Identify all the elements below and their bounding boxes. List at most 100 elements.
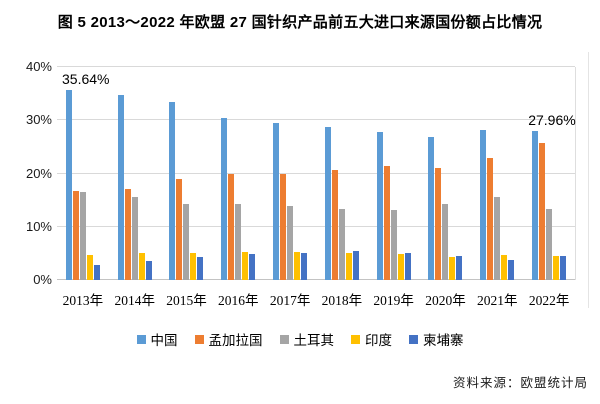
plot-area: 35.64% 27.96%: [57, 66, 576, 280]
legend-swatch-icon: [409, 334, 418, 344]
y-tick-label: 0%: [33, 272, 52, 287]
bar-孟加拉国-2017年: [280, 173, 287, 280]
legend-item-柬埔寨: 柬埔寨: [409, 329, 464, 349]
bar-cluster-2017年: [264, 67, 316, 280]
bar-孟加拉国-2020年: [435, 167, 442, 280]
source-note: 资料来源：欧盟统计局: [452, 376, 588, 390]
gridline-20%: [57, 172, 575, 174]
page-edge-line: [588, 52, 589, 308]
gridlines: [57, 66, 575, 280]
legend-item-印度: 印度: [351, 329, 392, 349]
bar-孟加拉国-2013年: [72, 191, 79, 280]
bar-中国-2021年: [480, 129, 487, 280]
y-tick-label: 10%: [25, 218, 52, 234]
legend-item-中国: 中国: [136, 329, 178, 349]
bar-土耳其-2017年: [287, 205, 294, 280]
bar-印度-2013年: [86, 254, 93, 280]
bar-印度-2014年: [138, 252, 145, 280]
bar-孟加拉国-2022年: [539, 142, 546, 280]
bar-土耳其-2019年: [390, 210, 397, 280]
bar-印度-2020年: [449, 256, 456, 280]
bar-土耳其-2014年: [131, 197, 138, 280]
bar-土耳其-2015年: [183, 204, 190, 280]
bar-土耳其-2013年: [79, 192, 86, 280]
figure-title: 图 5 2013～2022 年欧盟 27 国针织产品前五大进口来源国份额占比情况: [57, 14, 543, 31]
y-axis-labels: 0% 10% 20% 30% 40%: [0, 59, 52, 287]
bar-中国-2016年: [221, 118, 228, 280]
gridline-0%: [57, 279, 575, 280]
bar-中国-2015年: [169, 102, 176, 280]
legend-swatch-icon: [279, 334, 289, 344]
legend-label: 柬埔寨: [423, 333, 464, 348]
x-tick-label: 2015年: [166, 293, 207, 308]
bar-柬埔寨-2013年: [93, 264, 100, 280]
bar-孟加拉国-2018年: [331, 169, 338, 280]
bar-土耳其-2022年: [546, 209, 553, 280]
bar-柬埔寨-2022年: [560, 255, 567, 280]
bar-cluster-2018年: [316, 67, 368, 280]
bar-柬埔寨-2021年: [508, 260, 515, 280]
legend-swatch-icon: [194, 334, 204, 344]
x-tick-label: 2020年: [425, 293, 466, 308]
bar-柬埔寨-2017年: [301, 252, 308, 280]
x-tick-label: 2017年: [269, 293, 311, 308]
x-tick-label: 2014年: [114, 293, 155, 308]
bar-柬埔寨-2016年: [249, 254, 256, 280]
x-tick-label: 2019年: [373, 293, 414, 308]
bar-印度-2021年: [501, 254, 508, 280]
x-tick-label: 2021年: [477, 293, 518, 308]
legend: 中国 孟加拉国 土耳其 印度 柬埔寨: [0, 329, 600, 349]
bar-中国-2014年: [117, 94, 124, 280]
legend-label: 印度: [365, 333, 392, 348]
bar-cluster-2020年: [420, 67, 472, 280]
bar-柬埔寨-2018年: [352, 250, 359, 280]
x-tick-label: 2016年: [218, 293, 259, 308]
x-axis-labels: 2013年 2014年 2015年 2016年 2017年 2018年 2019年 2020年…: [57, 289, 575, 309]
gridline-30%: [57, 119, 575, 121]
bar-土耳其-2021年: [494, 197, 501, 280]
bar-clusters: [57, 67, 575, 280]
bar-印度-2017年: [294, 252, 301, 280]
bar-印度-2015年: [190, 252, 197, 280]
bar-印度-2016年: [242, 252, 249, 280]
bar-中国-2020年: [428, 137, 435, 280]
bar-柬埔寨-2020年: [456, 255, 463, 280]
bar-cluster-2021年: [471, 67, 523, 280]
bar-孟加拉国-2021年: [487, 157, 494, 280]
bar-孟加拉国-2016年: [228, 173, 235, 280]
bar-中国-2017年: [273, 122, 280, 280]
legend-swatch-icon: [136, 334, 146, 344]
bar-cluster-2016年: [212, 67, 264, 280]
bar-土耳其-2020年: [442, 203, 449, 280]
bar-印度-2019年: [397, 254, 404, 280]
y-tick-label: 30%: [25, 112, 52, 128]
legend-label: 中国: [150, 333, 178, 348]
bar-柬埔寨-2014年: [145, 260, 152, 280]
legend-label: 土耳其: [293, 333, 335, 348]
bar-cluster-2019年: [368, 67, 420, 280]
x-tick-label: 2013年: [62, 293, 104, 308]
bar-印度-2022年: [553, 255, 560, 280]
bar-柬埔寨-2019年: [404, 252, 411, 280]
bar-土耳其-2018年: [338, 209, 345, 280]
legend-swatch-icon: [351, 334, 360, 344]
bar-中国-2013年: [65, 90, 72, 280]
bar-印度-2018年: [345, 253, 352, 280]
bar-中国-2019年: [376, 131, 383, 280]
bar-cluster-2022年: [523, 67, 575, 280]
bar-孟加拉国-2014年: [124, 188, 131, 280]
gridline-10%: [57, 225, 575, 227]
legend-item-孟加拉国: 孟加拉国: [194, 329, 263, 349]
gridline-40%: [57, 66, 575, 67]
legend-item-土耳其: 土耳其: [279, 329, 335, 349]
bar-cluster-2013年: [57, 67, 109, 280]
bar-土耳其-2016年: [235, 203, 242, 280]
bar-中国-2018年: [324, 126, 331, 280]
legend-label: 孟加拉国: [208, 333, 263, 348]
x-tick-label: 2018年: [321, 293, 363, 308]
y-tick-label: 20%: [25, 165, 52, 181]
bar-柬埔寨-2015年: [197, 257, 204, 280]
bar-孟加拉国-2015年: [176, 178, 183, 280]
x-tick-label: 2022年: [528, 293, 570, 308]
y-tick-label: 40%: [25, 59, 52, 74]
